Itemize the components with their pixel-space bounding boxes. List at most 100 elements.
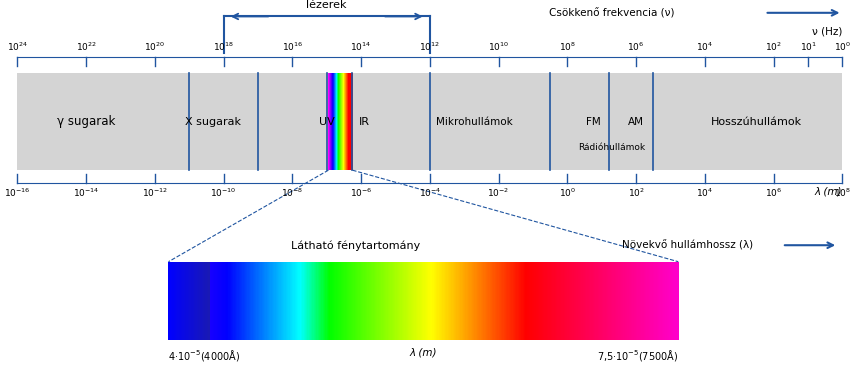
Bar: [346, 262, 348, 340]
Bar: [291, 262, 293, 340]
Bar: [204, 262, 206, 340]
Bar: [356, 262, 358, 340]
Bar: [531, 262, 533, 340]
Bar: [437, 262, 439, 340]
Bar: [658, 262, 659, 340]
Bar: [407, 262, 409, 340]
Bar: [254, 262, 256, 340]
Bar: [498, 262, 499, 340]
Bar: [187, 262, 189, 340]
Text: 7,5·10$^{-5}$(7500Å): 7,5·10$^{-5}$(7500Å): [597, 348, 678, 363]
Bar: [550, 262, 551, 340]
Bar: [187, 262, 189, 340]
Bar: [276, 262, 277, 340]
Text: $10^{2}$: $10^{2}$: [766, 41, 782, 53]
Bar: [315, 262, 317, 340]
Bar: [556, 262, 557, 340]
Bar: [168, 262, 170, 340]
Bar: [587, 262, 588, 340]
Bar: [294, 262, 295, 340]
Text: $10^{18}$: $10^{18}$: [213, 41, 234, 53]
Bar: [169, 262, 171, 340]
Bar: [561, 262, 562, 340]
Bar: [177, 262, 179, 340]
Bar: [458, 262, 460, 340]
Bar: [305, 262, 307, 340]
Bar: [308, 262, 309, 340]
Bar: [171, 262, 173, 340]
Bar: [238, 262, 239, 340]
Bar: [346, 262, 347, 340]
Bar: [243, 262, 245, 340]
Bar: [499, 262, 500, 340]
Bar: [241, 262, 243, 340]
Bar: [638, 262, 640, 340]
Bar: [530, 262, 532, 340]
Bar: [524, 262, 525, 340]
Text: $10^{20}$: $10^{20}$: [144, 41, 165, 53]
Bar: [214, 262, 216, 340]
Bar: [198, 262, 200, 340]
Bar: [249, 262, 251, 340]
Bar: [473, 262, 475, 340]
Bar: [643, 262, 645, 340]
Bar: [338, 262, 340, 340]
Bar: [562, 262, 564, 340]
Bar: [410, 262, 412, 340]
Bar: [179, 262, 181, 340]
Bar: [251, 262, 253, 340]
Bar: [493, 262, 495, 340]
Bar: [176, 262, 178, 340]
Bar: [271, 262, 273, 340]
Bar: [475, 262, 477, 340]
Bar: [526, 262, 528, 340]
Bar: [648, 262, 650, 340]
Bar: [459, 262, 461, 340]
Bar: [573, 262, 575, 340]
Bar: [286, 262, 288, 340]
Bar: [381, 262, 383, 340]
Bar: [292, 262, 294, 340]
Bar: [506, 262, 508, 340]
Bar: [557, 262, 559, 340]
Bar: [440, 262, 442, 340]
Text: $10^{14}$: $10^{14}$: [351, 41, 372, 53]
Bar: [298, 262, 300, 340]
Bar: [558, 262, 560, 340]
Bar: [373, 262, 375, 340]
Bar: [528, 262, 530, 340]
Bar: [518, 262, 519, 340]
Bar: [507, 262, 509, 340]
Bar: [187, 262, 188, 340]
Bar: [386, 262, 388, 340]
Bar: [635, 262, 637, 340]
Bar: [496, 262, 498, 340]
Bar: [640, 262, 642, 340]
Bar: [574, 262, 575, 340]
Text: UV: UV: [319, 117, 334, 127]
Bar: [171, 262, 173, 340]
Bar: [624, 262, 626, 340]
Bar: [300, 262, 302, 340]
Bar: [522, 262, 524, 340]
Bar: [226, 262, 227, 340]
Bar: [174, 262, 175, 340]
Bar: [644, 262, 645, 340]
Bar: [483, 262, 485, 340]
Bar: [442, 262, 443, 340]
Text: $10^{-10}$: $10^{-10}$: [210, 187, 237, 199]
Bar: [177, 262, 179, 340]
Text: AM: AM: [628, 117, 645, 127]
Bar: [289, 262, 290, 340]
Bar: [397, 262, 398, 340]
Bar: [603, 262, 605, 340]
Bar: [537, 262, 538, 340]
Bar: [418, 262, 420, 340]
Bar: [319, 262, 321, 340]
Bar: [575, 262, 577, 340]
Bar: [601, 262, 603, 340]
Bar: [490, 262, 492, 340]
Bar: [195, 262, 197, 340]
Bar: [182, 262, 184, 340]
Bar: [327, 262, 329, 340]
